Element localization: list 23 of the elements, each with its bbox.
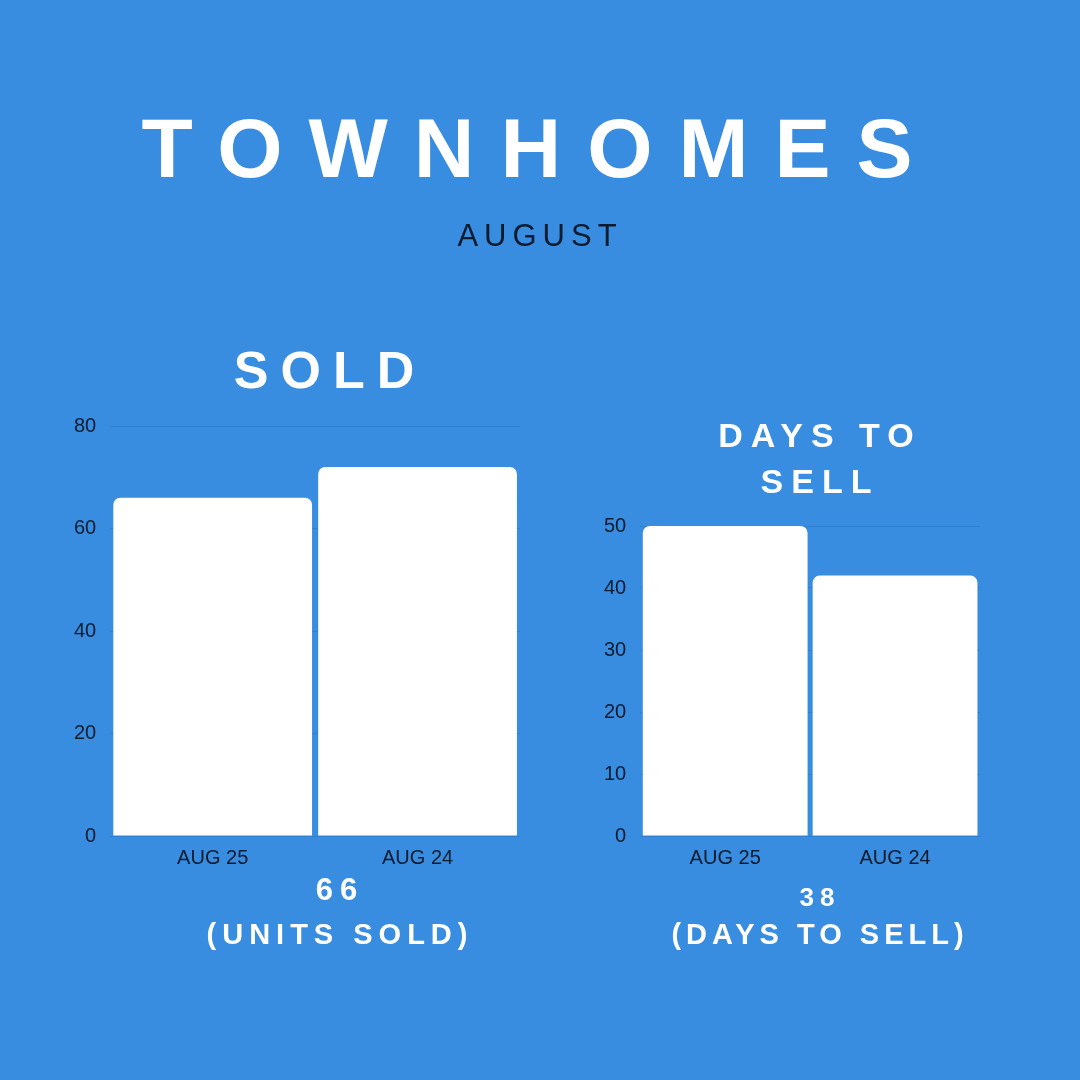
y-tick-label: 60 [74,516,97,539]
chart-title: DAYS TO SELL [717,415,923,502]
x-tick-label: AUG 25 [689,845,761,868]
y-tick-label: 80 [74,413,97,436]
y-tick-label: 0 [615,823,627,846]
y-tick-label: 20 [74,721,97,744]
text: (UNITS SOLD) [205,918,475,951]
y-tick-label: 50 [604,513,627,536]
x-tick-label: AUG 24 [859,845,931,868]
y-tick-label: 40 [604,575,627,598]
y-tick-label: 10 [604,761,627,784]
text: 66 [314,872,366,908]
text: TOWNHOMES [140,100,940,197]
text: (DAYS TO SELL) [670,918,970,951]
y-tick-label: 40 [74,618,97,641]
y-tick-label: 0 [85,823,97,846]
y-tick-label: 30 [604,637,627,660]
y-tick-label: 20 [604,699,627,722]
text: AUGUST [456,218,624,254]
chart-title: SOLD [232,340,428,400]
x-tick-label: AUG 24 [381,845,454,868]
x-tick-label: AUG 25 [177,845,249,868]
text: 38 [798,882,842,913]
